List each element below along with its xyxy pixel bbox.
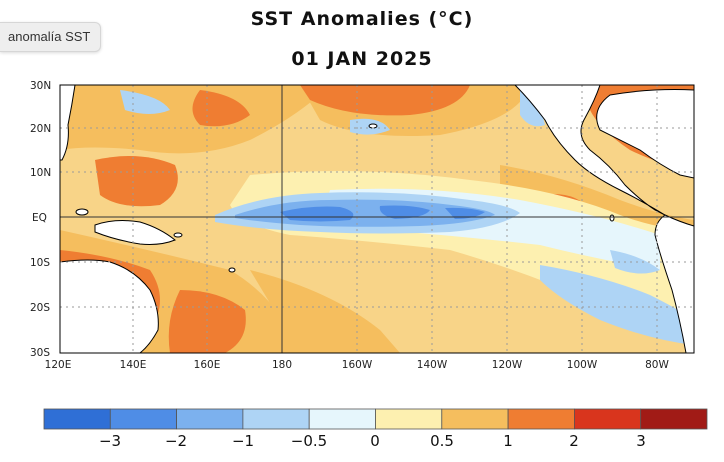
lat-label: 20S <box>30 302 50 314</box>
colorbar-tick-label: −0.5 <box>291 432 327 450</box>
colorbar-tick-label: 3 <box>636 432 646 450</box>
lon-label: 100W <box>567 359 598 371</box>
colorbar-segment <box>109 408 178 430</box>
land <box>60 85 694 353</box>
colorbar-tick-label: −1 <box>232 432 254 450</box>
lon-label: 140E <box>120 359 147 371</box>
colorbar-segment <box>308 408 376 430</box>
colorbar <box>43 408 708 430</box>
map-frame <box>59 84 695 354</box>
lon-label: 140W <box>417 359 448 371</box>
map-title: SST Anomalies (°C) <box>250 8 474 30</box>
colorbar-segment <box>375 408 443 430</box>
lat-label: 10S <box>30 257 50 269</box>
grid <box>60 85 694 353</box>
tooltip-chip: anomalía SST <box>0 22 102 52</box>
lon-axis: 120E 140E 160E 180 160W 140W 120W 100W 8… <box>45 359 670 371</box>
lon-label: 160W <box>342 359 373 371</box>
lon-label: 120W <box>492 359 523 371</box>
lat-label: 20N <box>30 123 51 135</box>
anomaly-field <box>60 85 694 353</box>
lon-label: 180 <box>272 359 292 371</box>
colorbar-tick-label: 0.5 <box>430 432 454 450</box>
lon-label: 160E <box>194 359 221 371</box>
lat-axis: 30N 20N 10N EQ 10S 20S 30S <box>30 80 51 359</box>
colorbar-labels: −3 −2 −1 −0.5 0 0.5 1 2 3 <box>99 432 646 450</box>
colorbar-tick-label: 0 <box>370 432 380 450</box>
colorbar-tick-label: 2 <box>569 432 579 450</box>
lat-label: EQ <box>32 212 47 224</box>
lon-label: 120E <box>45 359 72 371</box>
map-date: 01 JAN 2025 <box>291 48 433 70</box>
colorbar-segment <box>43 408 111 430</box>
colorbar-tick-label: −2 <box>165 432 187 450</box>
colorbar-segment <box>640 408 708 430</box>
colorbar-segment <box>507 408 575 430</box>
colorbar-tick-label: −3 <box>99 432 121 450</box>
colorbar-tick-label: 1 <box>503 432 513 450</box>
colorbar-segment <box>441 408 509 430</box>
lon-label: 80W <box>645 359 669 371</box>
lat-label: 30S <box>30 347 50 359</box>
lat-label: 10N <box>30 167 51 179</box>
lat-label: 30N <box>30 80 51 92</box>
colorbar-segment <box>242 408 310 430</box>
colorbar-segment <box>176 408 244 430</box>
colorbar-segment <box>574 408 642 430</box>
